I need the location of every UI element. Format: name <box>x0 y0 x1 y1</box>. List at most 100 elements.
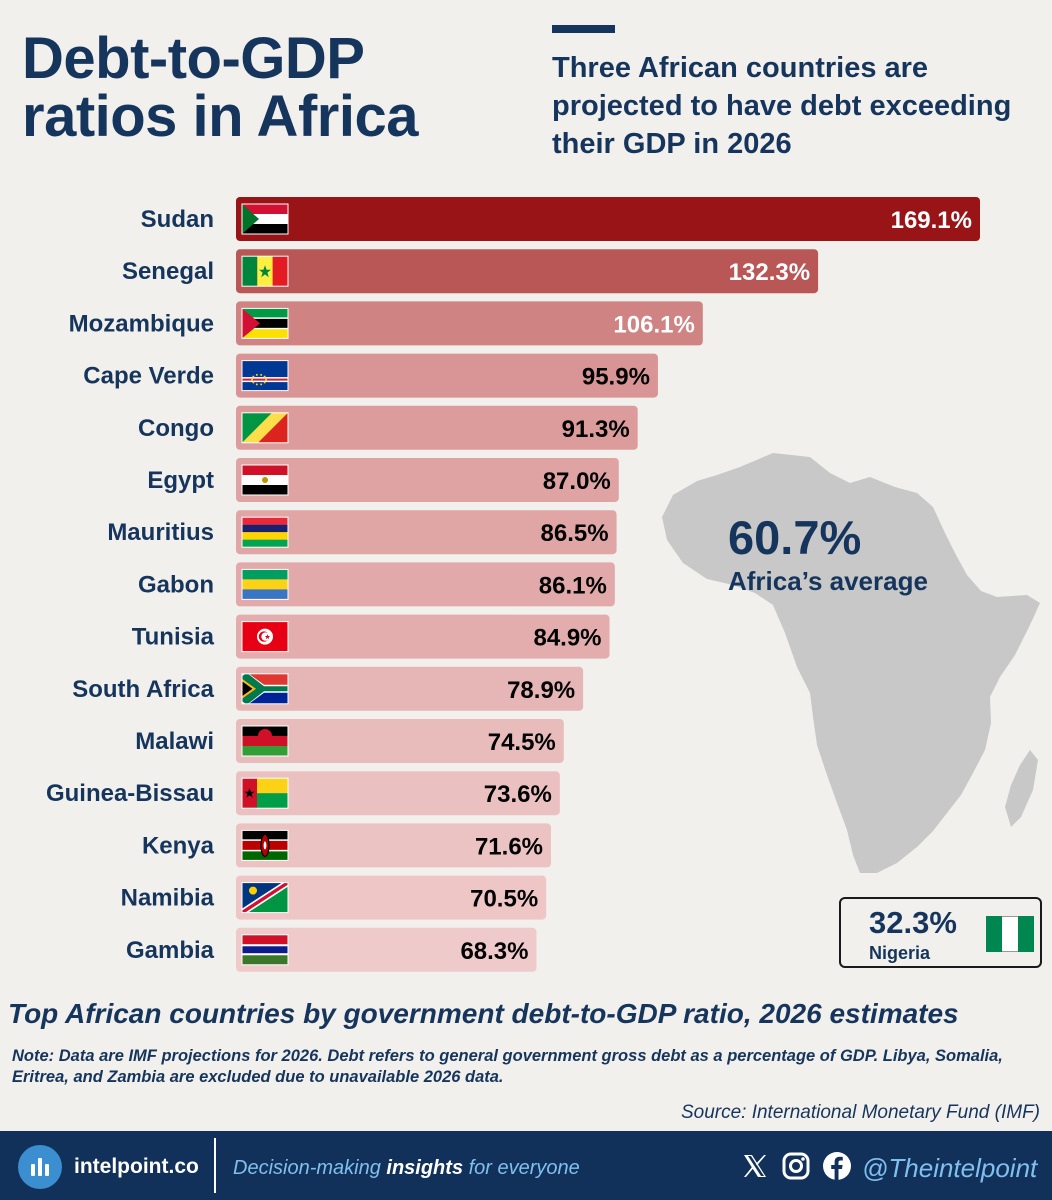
bar-row: Sudan 169.1% <box>141 197 980 241</box>
country-label: Gabon <box>138 571 214 598</box>
kenya-flag-icon <box>241 829 289 861</box>
tagline-bold: insights <box>386 1157 464 1179</box>
mauritius-flag-icon <box>241 516 289 548</box>
page-title: Debt-to-GDP ratios in Africa <box>22 30 418 146</box>
country-label: Senegal <box>122 258 214 285</box>
value-label: 73.6% <box>484 781 552 808</box>
country-label: Congo <box>138 415 214 442</box>
value-label: 78.9% <box>507 677 575 704</box>
bar-row: Mozambique 106.1% <box>69 301 703 346</box>
title-line-1: Debt-to-GDP <box>22 26 365 91</box>
bar-row: Namibia 70.5% <box>121 875 547 920</box>
country-label: Cape Verde <box>83 363 214 390</box>
guinea-bissau-flag-icon <box>241 777 289 809</box>
bar <box>236 458 619 502</box>
bar-row: Guinea-Bissau 73.6% <box>46 771 560 816</box>
bar <box>236 614 610 659</box>
value-label: 71.6% <box>475 833 543 860</box>
senegal-flag-icon <box>241 255 289 287</box>
bar <box>236 823 552 868</box>
bar-row: South Africa 78.9% <box>72 666 584 711</box>
country-label: Malawi <box>135 728 214 755</box>
value-label: 87.0% <box>543 468 611 495</box>
south-africa-flag-icon <box>241 673 289 705</box>
value-label: 169.1% <box>891 207 972 234</box>
gambia-flag-icon <box>241 934 289 966</box>
value-label: 86.5% <box>541 520 609 547</box>
bar <box>236 666 584 711</box>
facebook-icon[interactable] <box>822 1151 852 1181</box>
country-label: Gambia <box>126 937 215 964</box>
bar-row: Gabon 86.1% <box>138 562 615 607</box>
value-label: 95.9% <box>582 364 650 391</box>
bar-row: Egypt 87.0% <box>147 458 619 502</box>
bar-row: Congo 91.3% <box>138 405 638 450</box>
bar-row: Mauritius 86.5% <box>107 510 617 555</box>
country-label: Namibia <box>121 885 215 912</box>
bar <box>236 301 703 346</box>
value-label: 106.1% <box>613 311 694 338</box>
gabon-flag-icon <box>241 568 289 600</box>
bar <box>236 927 537 972</box>
tagline-pre: Decision-making <box>233 1157 387 1179</box>
country-label: Kenya <box>142 832 215 859</box>
bar-row: Kenya 71.6% <box>142 823 552 868</box>
country-label: Tunisia <box>132 624 215 651</box>
bar <box>236 562 615 607</box>
tunisia-flag-icon <box>241 621 289 653</box>
bar-row: Senegal 132.3% <box>122 249 819 294</box>
bar <box>236 249 819 294</box>
bar <box>236 875 547 920</box>
tagline-post: for everyone <box>463 1157 580 1179</box>
accent-bar <box>552 25 615 33</box>
egypt-flag-icon <box>241 464 289 496</box>
bar <box>236 771 560 816</box>
x-icon[interactable] <box>740 1151 770 1181</box>
subtitle: Three African countries are projected to… <box>552 52 1012 160</box>
mozambique-flag-icon <box>241 307 289 339</box>
instagram-icon[interactable] <box>781 1151 811 1181</box>
brand-name[interactable]: intelpoint.co <box>74 1155 199 1178</box>
value-label: 132.3% <box>729 259 810 286</box>
namibia-flag-icon <box>241 882 289 914</box>
country-label: Egypt <box>147 467 214 494</box>
africa-map-icon <box>662 453 1040 873</box>
footer: intelpoint.co Decision-making insights f… <box>0 1131 1052 1200</box>
tagline: Decision-making insights for everyone <box>233 1157 580 1180</box>
value-label: 70.5% <box>470 886 538 913</box>
value-label: 84.9% <box>533 625 601 652</box>
social-handle[interactable]: @Theintelpoint <box>862 1153 1038 1183</box>
nigeria-label: Nigeria <box>869 943 931 963</box>
value-label: 86.1% <box>539 572 607 599</box>
country-label: Mauritius <box>107 519 214 546</box>
country-label: Mozambique <box>69 310 214 337</box>
bar <box>236 197 980 241</box>
congo-flag-icon <box>241 412 289 444</box>
value-label: 91.3% <box>562 416 630 443</box>
bar-row: Malawi 74.5% <box>135 719 564 763</box>
africa-average-label: Africa’s average <box>728 566 928 596</box>
bar-row: Gambia 68.3% <box>126 927 537 972</box>
africa-average-value: 60.7% <box>728 511 862 564</box>
nigeria-value: 32.3% <box>869 905 957 940</box>
cape-verde-flag-icon <box>241 360 289 392</box>
country-label: Guinea-Bissau <box>46 780 214 807</box>
chart-caption: Top African countries by government debt… <box>8 998 959 1029</box>
chart-note: Note: Data are IMF projections for 2026.… <box>12 1047 1003 1086</box>
bar <box>236 719 564 763</box>
intelpoint-logo-icon[interactable] <box>18 1145 62 1189</box>
value-label: 74.5% <box>488 729 556 756</box>
malawi-flag-icon <box>241 725 289 757</box>
nigeria-callout: 32.3% Nigeria <box>839 897 1042 968</box>
nigeria-flag-icon <box>986 916 1034 952</box>
bar-row: Tunisia 84.9% <box>132 614 610 659</box>
debt-bar-chart: Sudan 169.1% Senegal 132.3% Mozambique 106.1%… <box>46 197 980 972</box>
value-label: 68.3% <box>460 938 528 965</box>
country-label: Sudan <box>141 206 214 233</box>
sudan-flag-icon <box>241 203 289 235</box>
bar-row: Cape Verde 95.9% <box>83 353 658 398</box>
chart-source: Source: International Monetary Fund (IMF… <box>680 1102 1040 1123</box>
title-line-2: ratios in Africa <box>22 84 418 149</box>
bar <box>236 353 658 398</box>
bar <box>236 510 617 555</box>
